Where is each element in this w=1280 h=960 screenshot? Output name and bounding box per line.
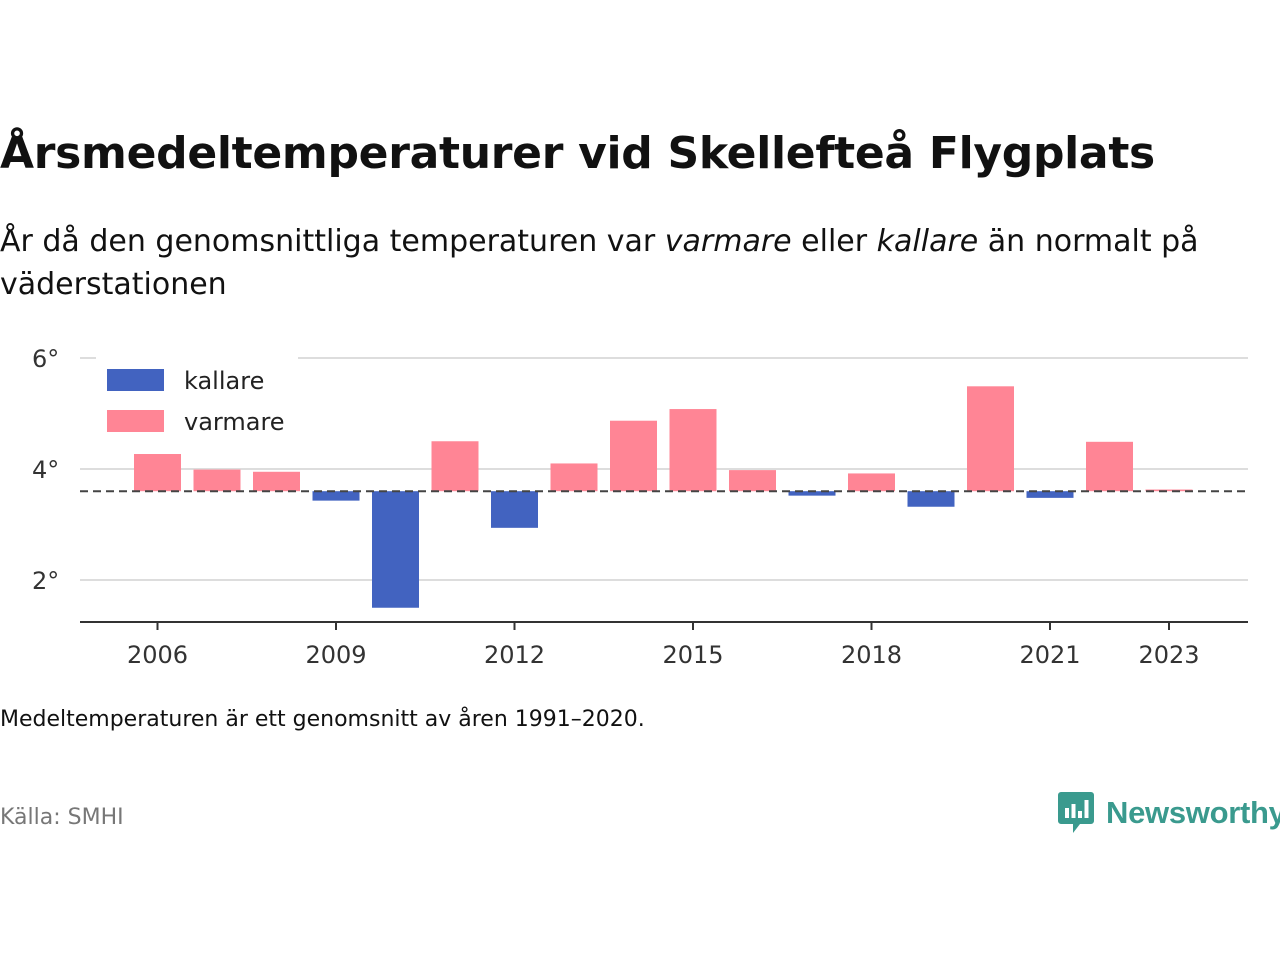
subtitle-part3: än normalt på väderstationen (0, 224, 1199, 302)
x-tick-label: 2015 (662, 641, 723, 669)
newsworthy-chat-bars-icon (1058, 792, 1094, 833)
x-tick-label: 2009 (305, 641, 366, 669)
x-tick-label: 2021 (1019, 641, 1080, 669)
bar-2011 (431, 441, 479, 492)
bar-2021 (1026, 491, 1074, 498)
bar-2023 (1145, 489, 1193, 492)
legend-label-kallare: kallare (184, 367, 264, 395)
x-tick-label: 2006 (127, 641, 188, 669)
bar-2010 (372, 491, 419, 608)
y-tick-label: 6° (32, 345, 59, 373)
chart-title: Årsmedeltemperaturer vid Skellefteå Flyg… (0, 128, 1155, 179)
source-label: Källa: SMHI (0, 805, 124, 830)
bar-2020 (967, 386, 1014, 492)
footnote: Medeltemperaturen är ett genomsnitt av å… (0, 707, 645, 732)
bar-2006 (134, 454, 181, 492)
bar-2012 (491, 491, 538, 528)
legend-label-varmare: varmare (184, 408, 285, 436)
bar-2016 (729, 470, 776, 492)
y-tick-label: 4° (32, 456, 59, 484)
bar-2022 (1086, 441, 1133, 492)
x-tick-label: 2023 (1138, 641, 1199, 669)
bar-2008 (253, 471, 300, 492)
legend-swatch-kallare (107, 369, 164, 391)
legend: kallare varmare (96, 356, 298, 444)
subtitle-part1: År då den genomsnittliga temperaturen va… (0, 224, 665, 259)
bar-2019 (907, 491, 955, 507)
temperature-bar-chart: 2006 2009 2012 2015 2018 2021 2023 2° 4° 6° kall… (32, 345, 1248, 669)
bar-2009 (312, 491, 360, 501)
bar-2015 (669, 409, 717, 492)
x-tick-label: 2018 (841, 641, 902, 669)
brand-name: Newsworthy (1106, 795, 1280, 830)
bar-2014 (610, 420, 657, 492)
x-tick-label: 2012 (484, 641, 545, 669)
bar-2017 (788, 491, 836, 496)
y-tick-label: 2° (32, 567, 59, 595)
bar-2007 (193, 469, 241, 492)
subtitle-cold-word: kallare (876, 224, 979, 259)
brand-logo: Newsworthy (1058, 792, 1280, 834)
x-axis: 2006 2009 2012 2015 2018 2021 2023 (127, 622, 1200, 669)
y-axis: 2° 4° 6° (32, 345, 59, 595)
subtitle-part2: eller (791, 224, 877, 259)
bar-2018 (848, 473, 895, 492)
chart-subtitle: År då den genomsnittliga temperaturen va… (0, 220, 1270, 306)
subtitle-warm-word: varmare (664, 224, 792, 259)
bars (134, 386, 1193, 608)
bar-2013 (550, 463, 598, 492)
legend-swatch-varmare (107, 410, 164, 432)
